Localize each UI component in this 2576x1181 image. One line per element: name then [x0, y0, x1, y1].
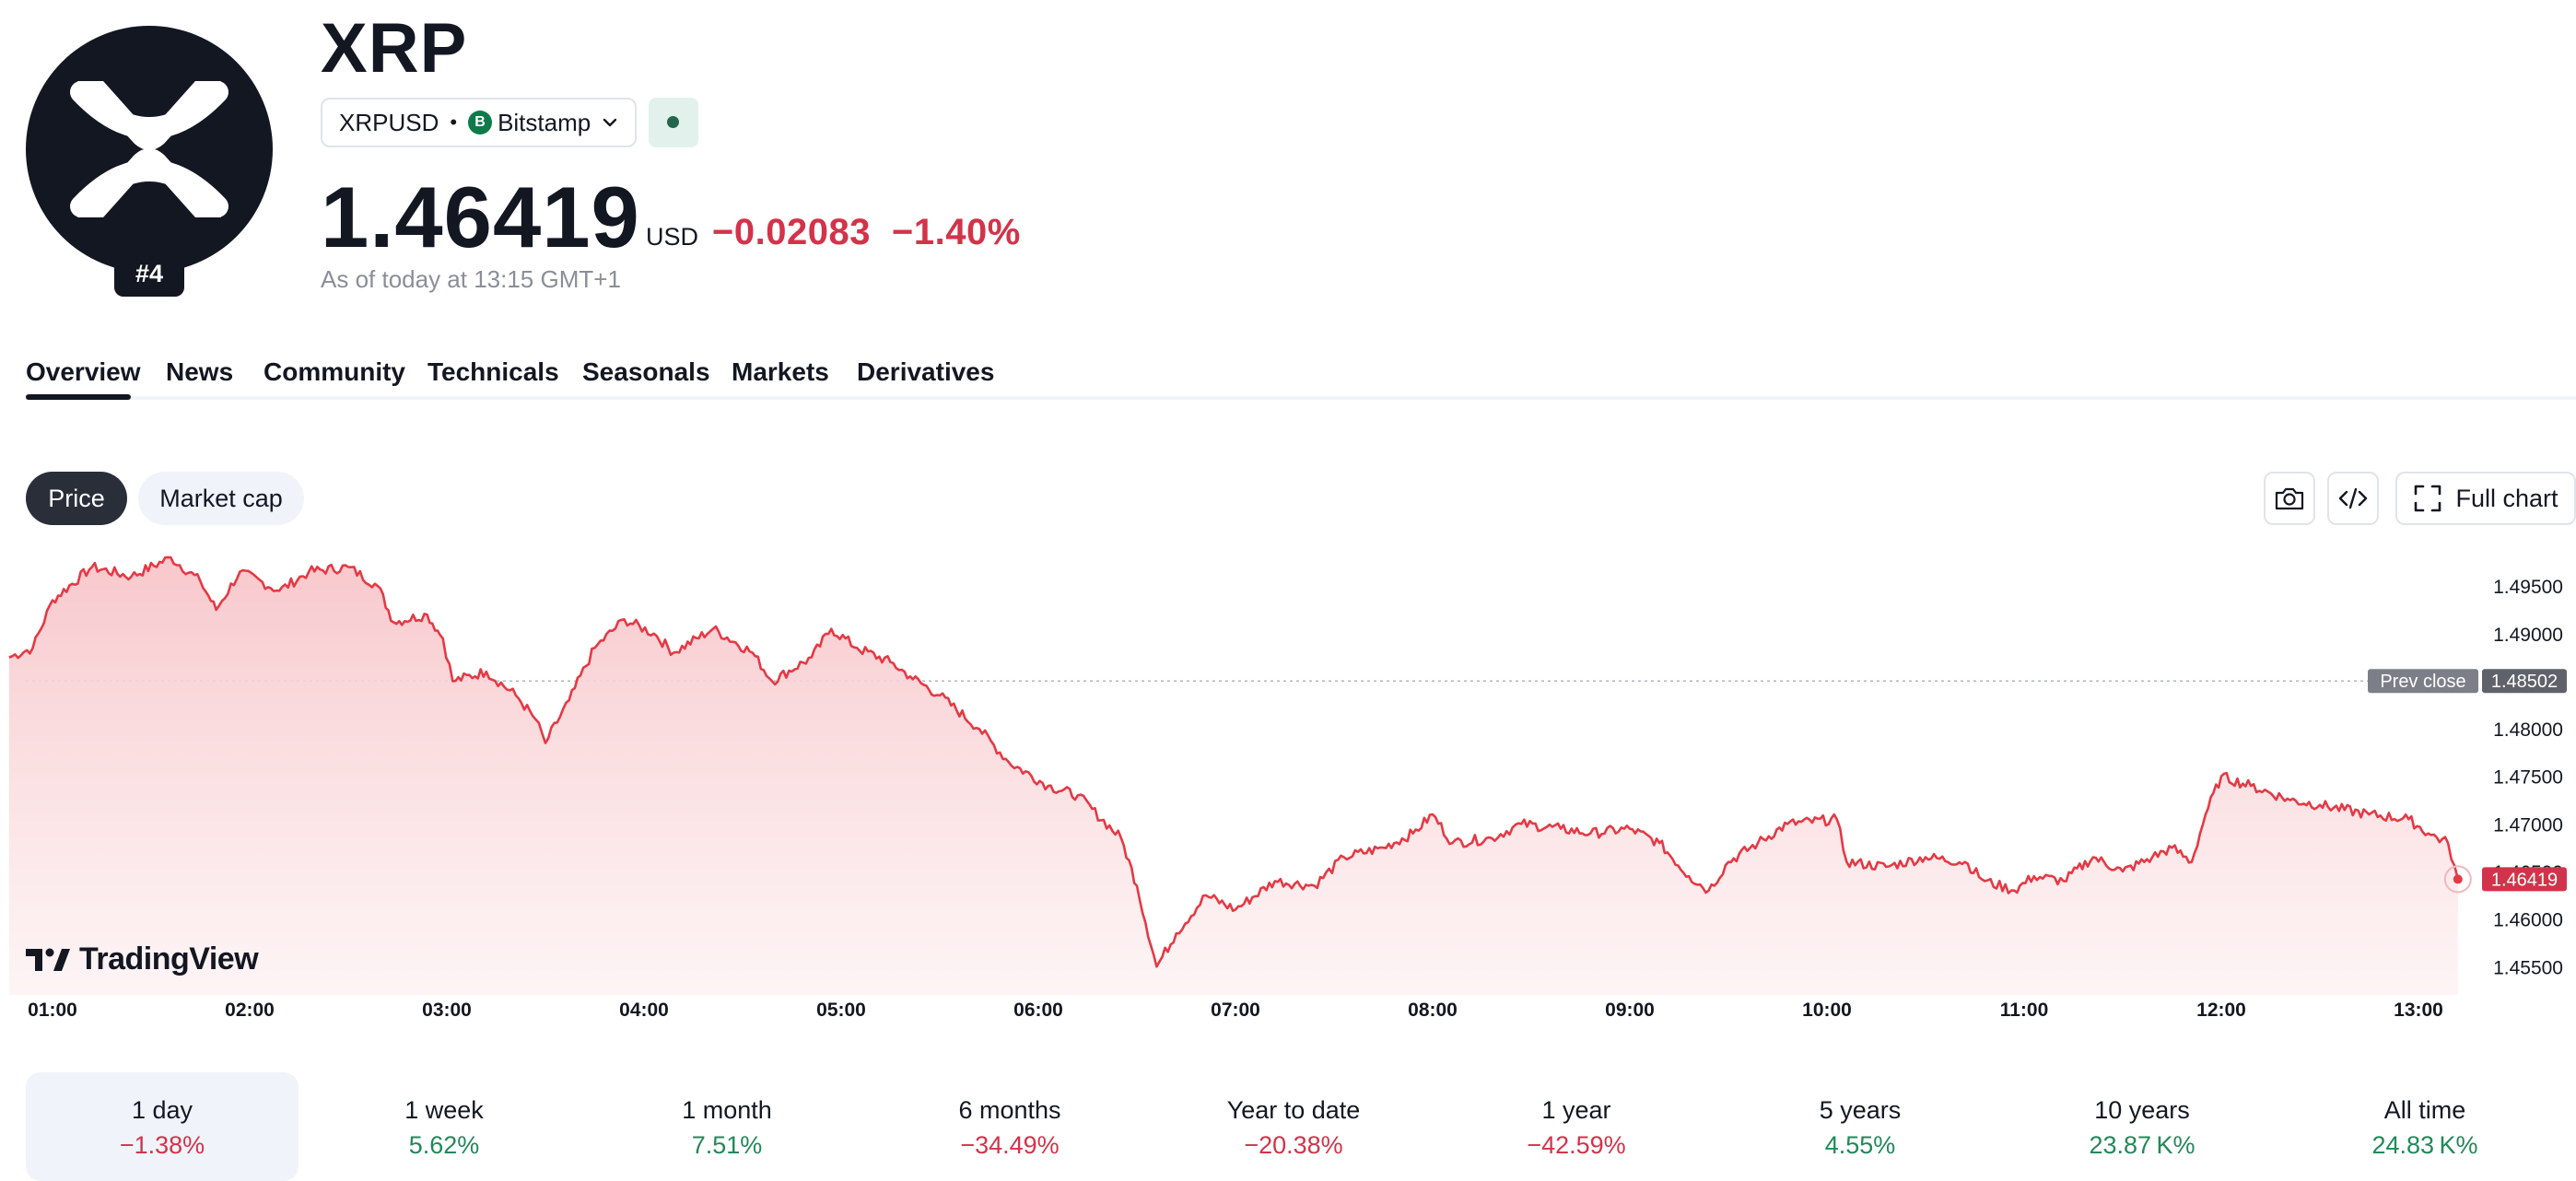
timestamp: As of today at 13:15 GMT+1	[321, 265, 621, 293]
chevron-down-icon	[603, 118, 617, 127]
page-title: XRP	[321, 9, 468, 88]
x-tick-label: 04:00	[619, 1000, 669, 1021]
period-change: −34.49%	[960, 1131, 1060, 1159]
market-cap-toggle-button[interactable]: Market cap	[138, 472, 304, 525]
period-change: −20.38%	[1244, 1131, 1343, 1159]
prev-close-value: 1.48502	[2482, 669, 2567, 694]
snapshot-button[interactable]	[2264, 472, 2315, 525]
y-tick-label: 1.45500	[2493, 957, 2563, 978]
period-year-to-date[interactable]: Year to date −20.38%	[1157, 1072, 1430, 1181]
x-tick-label: 03:00	[422, 1000, 472, 1021]
period-10-years[interactable]: 10 years 23.87 K%	[2006, 1072, 2278, 1181]
x-tick-label: 02:00	[225, 1000, 275, 1021]
y-tick-label: 1.46000	[2493, 910, 2563, 931]
x-tick-label: 11:00	[2000, 1000, 2049, 1021]
period-change: 7.51%	[691, 1131, 763, 1159]
period-label: Year to date	[1226, 1096, 1361, 1124]
period-label: 10 years	[2094, 1096, 2190, 1124]
x-tick-label: 01:00	[28, 1000, 77, 1021]
price-area	[8, 556, 2458, 995]
period-label: 1 day	[131, 1096, 193, 1124]
last-point-marker	[2453, 874, 2463, 884]
tabs-divider	[26, 396, 2576, 400]
period-change: 5.62%	[408, 1131, 480, 1159]
full-chart-button[interactable]: Full chart	[2395, 472, 2576, 525]
x-tick-label: 13:00	[2394, 1000, 2443, 1021]
code-icon	[2338, 487, 2368, 509]
currency-label: USD	[646, 223, 699, 251]
period-6-months[interactable]: 6 months −34.49%	[873, 1072, 1146, 1181]
y-tick-label: 1.48000	[2493, 719, 2563, 741]
y-tick-label: 1.47500	[2493, 767, 2563, 789]
period-label: 1 month	[682, 1096, 772, 1124]
xrp-logo-icon	[26, 26, 273, 273]
x-tick-label: 05:00	[816, 1000, 866, 1021]
period-1-day[interactable]: 1 day −1.38%	[26, 1072, 299, 1181]
period-change: 23.87 K%	[2089, 1131, 2195, 1159]
last-price-tag: 1.46419	[2482, 867, 2567, 892]
price-change-percent: −1.40%	[892, 212, 1021, 252]
x-tick-label: 06:00	[1013, 1000, 1063, 1021]
x-tick-label: 07:00	[1211, 1000, 1260, 1021]
bitstamp-icon: B	[468, 111, 493, 134]
price-toggle-button[interactable]: Price	[26, 472, 127, 525]
y-tick-label: 1.47000	[2493, 814, 2563, 836]
price-change: −0.02083	[712, 212, 871, 252]
tab-community[interactable]: Community	[263, 357, 405, 386]
last-point-halo	[2443, 865, 2472, 894]
active-tab-indicator	[26, 394, 131, 400]
tradingview-icon	[26, 948, 70, 971]
period-label: 5 years	[1819, 1096, 1902, 1124]
period-change: 24.83 K%	[2371, 1131, 2478, 1159]
period-5-years[interactable]: 5 years 4.55%	[1724, 1072, 1996, 1181]
market-open-dot-icon	[667, 116, 679, 128]
expand-icon	[2415, 485, 2441, 512]
x-tick-label: 12:00	[2196, 1000, 2246, 1021]
period-label: 1 week	[404, 1096, 484, 1124]
last-price: 1.46419	[321, 169, 640, 265]
tab-news[interactable]: News	[166, 357, 234, 386]
y-tick-label: 1.49500	[2493, 577, 2563, 598]
market-status-button[interactable]	[649, 98, 698, 147]
period-label: All time	[2383, 1096, 2466, 1124]
embed-button[interactable]	[2327, 472, 2379, 525]
period-change: 4.55%	[1824, 1131, 1896, 1159]
separator: •	[450, 111, 458, 134]
svg-text:1.48502: 1.48502	[2491, 672, 2558, 692]
rank-badge: #4	[114, 251, 184, 297]
period-change: −1.38%	[119, 1131, 205, 1159]
svg-text:Prev close: Prev close	[2380, 672, 2465, 692]
period-label: 6 months	[958, 1096, 1061, 1124]
tab-markets[interactable]: Markets	[732, 357, 829, 386]
x-tick-label: 09:00	[1605, 1000, 1655, 1021]
symbol-label: XRPUSD	[339, 108, 439, 136]
camera-icon	[2275, 487, 2304, 510]
period-1-year[interactable]: 1 year −42.59%	[1440, 1072, 1713, 1181]
period-label: 1 year	[1541, 1096, 1611, 1124]
y-tick-label: 1.49000	[2493, 625, 2563, 646]
period-change: −42.59%	[1527, 1131, 1626, 1159]
tab-seasonals[interactable]: Seasonals	[582, 357, 710, 386]
x-tick-label: 08:00	[1408, 1000, 1458, 1021]
period-1-week[interactable]: 1 week 5.62%	[308, 1072, 580, 1181]
price-line	[8, 555, 2460, 968]
tab-overview[interactable]: Overview	[26, 357, 141, 386]
price-chart[interactable]: 1.455001.460001.465001.470001.475001.480…	[0, 553, 2576, 1032]
tab-technicals[interactable]: Technicals	[427, 357, 559, 386]
svg-text:1.46419: 1.46419	[2491, 870, 2558, 890]
prev-close-tag: Prev close	[2368, 669, 2478, 694]
tradingview-wordmark: TradingView	[79, 941, 259, 976]
tab-derivatives[interactable]: Derivatives	[857, 357, 995, 386]
x-tick-label: 10:00	[1802, 1000, 1852, 1021]
period-all-time[interactable]: All time 24.83 K%	[2289, 1072, 2561, 1181]
full-chart-label: Full chart	[2455, 484, 2558, 512]
tradingview-logo[interactable]: TradingView	[26, 941, 259, 977]
period-1-month[interactable]: 1 month 7.51%	[591, 1072, 863, 1181]
symbol-exchange-selector[interactable]: XRPUSD • B Bitstamp	[321, 98, 638, 147]
exchange-label: Bitstamp	[498, 108, 591, 136]
